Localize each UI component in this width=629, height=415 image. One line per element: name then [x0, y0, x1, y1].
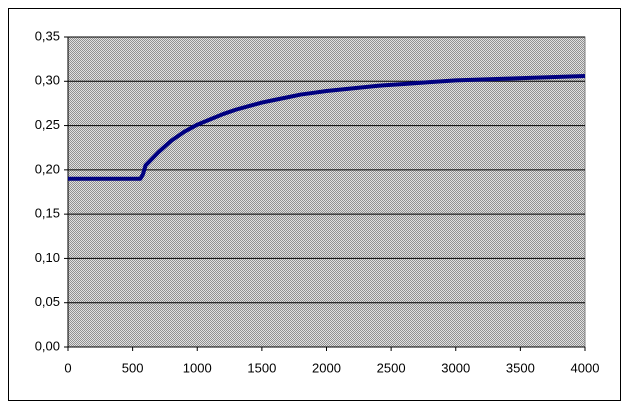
- y-tick-label: 0,30: [35, 73, 60, 88]
- y-tick-label: 0,25: [35, 117, 60, 132]
- x-tick-label: 2000: [312, 360, 341, 375]
- y-tick-label: 0,10: [35, 250, 60, 265]
- x-tick-label: 3500: [506, 360, 535, 375]
- data-line: [68, 73, 586, 181]
- y-tick-label: 0,35: [35, 28, 60, 43]
- x-tick-label: 0: [64, 360, 71, 375]
- y-tick-label: 0,15: [35, 206, 60, 221]
- x-tick-label: 1000: [183, 360, 212, 375]
- y-tick-label: 0,20: [35, 161, 60, 176]
- y-tick-label: 0,00: [35, 338, 60, 353]
- plot-area: [67, 36, 586, 348]
- x-tick-label: 500: [122, 360, 144, 375]
- x-tick-label: 4000: [571, 360, 600, 375]
- x-tick-label: 3000: [441, 360, 470, 375]
- x-tick-label: 2500: [377, 360, 406, 375]
- y-tick-label: 0,05: [35, 294, 60, 309]
- x-tick-label: 1500: [247, 360, 276, 375]
